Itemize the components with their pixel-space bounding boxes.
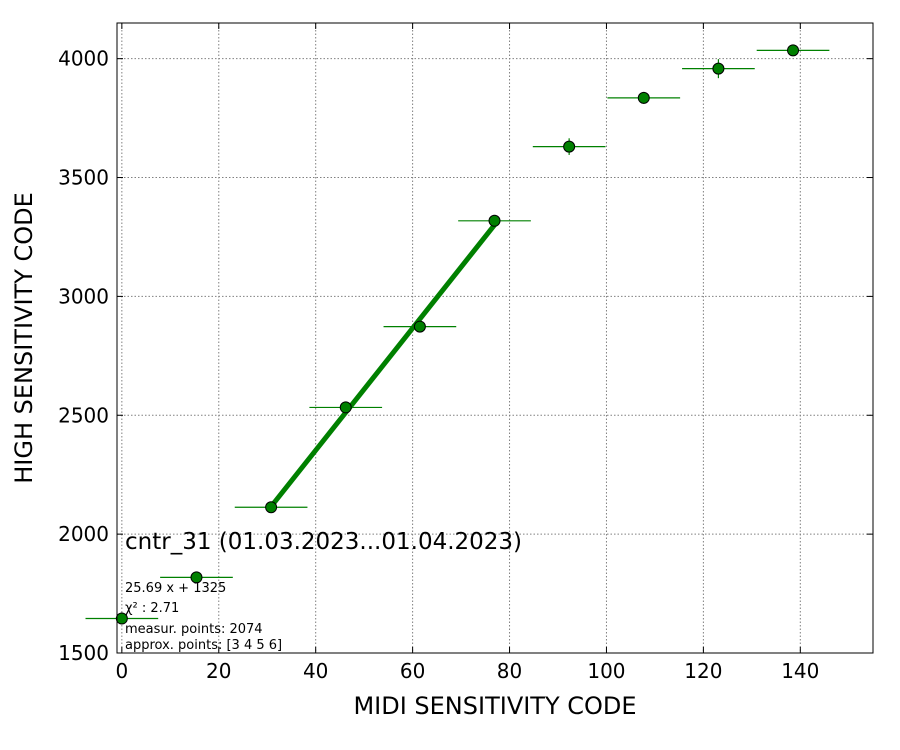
x-tick-label: 120 (684, 659, 722, 683)
chi-square-annotation: χ² : 2.71 (125, 601, 179, 616)
data-point (712, 62, 725, 75)
x-tick-label: 60 (400, 659, 425, 683)
approx-points-annotation: approx. points: [3 4 5 6] (125, 638, 282, 653)
plot-frame (116, 22, 874, 654)
y-tick-label: 4000 (58, 47, 109, 71)
y-tick-label: 2500 (58, 403, 109, 427)
fit-line-group (268, 222, 498, 509)
y-axis-label: HIGH SENSITIVITY CODE (10, 192, 38, 484)
data-point (488, 214, 501, 227)
fit-equation-annotation: 25.69 x + 1325 (125, 581, 226, 596)
x-tick-label: 140 (781, 659, 819, 683)
y-tick-label: 3000 (58, 284, 109, 308)
data-point (265, 501, 278, 514)
chart-title: cntr_31 (01.03.2023...01.04.2023) (125, 529, 522, 555)
data-point (115, 612, 128, 625)
data-point (339, 401, 352, 414)
axis-ticks (117, 23, 873, 654)
y-tick-label: 2000 (58, 522, 109, 546)
y-tick-label: 3500 (58, 166, 109, 190)
data-points (115, 44, 800, 625)
data-point (787, 44, 800, 57)
grid (117, 23, 873, 653)
x-tick-label: 80 (497, 659, 522, 683)
x-tick-label: 0 (115, 659, 128, 683)
data-point (190, 571, 203, 584)
x-axis-label: MIDI SENSITIVITY CODE (353, 692, 636, 720)
y-tick-label: 1500 (58, 641, 109, 665)
data-point (563, 140, 576, 153)
x-tick-label: 100 (587, 659, 625, 683)
fit-line (268, 222, 498, 509)
data-point (413, 320, 426, 333)
measured-points-annotation: measur. points: 2074 (125, 622, 263, 637)
x-tick-label: 40 (303, 659, 328, 683)
x-tick-label: 20 (206, 659, 231, 683)
tick-labels: 0 20 40 60 80 100 120 140 1500 2000 2500 3000 3500 40… (58, 47, 819, 683)
data-point (637, 91, 650, 104)
